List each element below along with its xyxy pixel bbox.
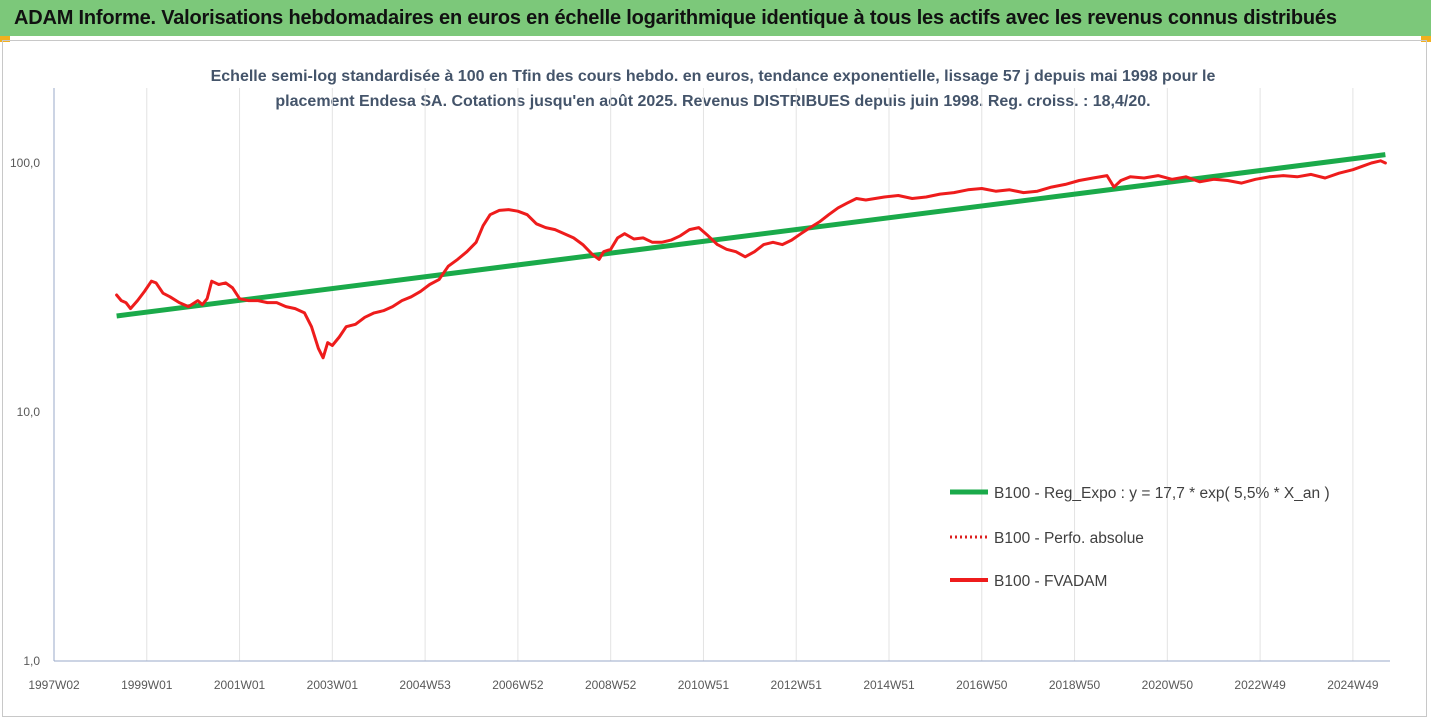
y-tick-label: 100,0: [10, 156, 40, 170]
x-tick-label: 2004W53: [399, 678, 451, 692]
x-tick-label: 2022W49: [1234, 678, 1286, 692]
x-tick-label: 2010W51: [678, 678, 730, 692]
legend-label: B100 - Reg_Expo : y = 17,7 * exp( 5,5% *…: [994, 485, 1330, 502]
series-fvadam-line: [115, 159, 1387, 360]
header-banner: ADAM Informe. Valorisations hebdomadaire…: [0, 0, 1431, 36]
x-tick-label: 2014W51: [863, 678, 915, 692]
y-tick-label: 1,0: [23, 654, 40, 668]
corner-marker-right: [1421, 36, 1431, 42]
legend-label: B100 - FVADAM: [994, 573, 1107, 590]
x-tick-label: 2008W52: [585, 678, 637, 692]
corner-marker-left: [0, 36, 10, 42]
chart-frame: [2, 40, 1427, 717]
legend: B100 - Reg_Expo : y = 17,7 * exp( 5,5% *…: [950, 485, 1330, 590]
x-tick-label: 2012W51: [771, 678, 823, 692]
x-tick-label: 2020W50: [1142, 678, 1194, 692]
x-tick-label: 2006W52: [492, 678, 544, 692]
legend-label: B100 - Perfo. absolue: [994, 530, 1144, 547]
axes: 1997W02 1999W01 2001W01 2003W01 2004W53 2006W…: [10, 88, 1390, 692]
x-tick-label: 1999W01: [121, 678, 173, 692]
chart-title-line: placement Endesa SA. Cotations jusqu'en …: [275, 93, 1150, 110]
x-tick-label: 2003W01: [307, 678, 359, 692]
x-tick-label: 2018W50: [1049, 678, 1101, 692]
chart-title-line: Echelle semi-log standardisée à 100 en T…: [211, 68, 1216, 85]
chart-title: Echelle semi-log standardisée à 100 en T…: [211, 68, 1216, 110]
series-reg-expo-line: [116, 152, 1386, 319]
x-tick-label: 2001W01: [214, 678, 266, 692]
series-lines: [115, 152, 1387, 360]
x-tick-label: 2016W50: [956, 678, 1008, 692]
x-tick-label: 1997W02: [28, 678, 80, 692]
y-tick-label: 10,0: [17, 405, 41, 419]
banner-title: ADAM Informe. Valorisations hebdomadaire…: [14, 6, 1337, 29]
x-tick-label: 2024W49: [1327, 678, 1379, 692]
grid-lines: [53, 88, 1354, 661]
